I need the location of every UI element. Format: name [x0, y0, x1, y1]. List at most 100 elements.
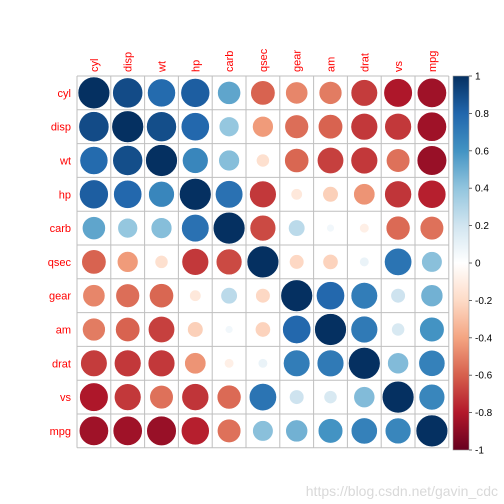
- colorbar-tick-label: -1: [475, 446, 484, 457]
- column-label-gear: gear: [292, 50, 304, 72]
- watermark: https://blog.csdn.net/gavin_cdc: [306, 483, 498, 499]
- corr-circle-hp-mpg: [417, 179, 447, 209]
- corr-circle-carb-gear: [288, 219, 306, 237]
- corr-circle-carb-cyl: [82, 216, 106, 240]
- corr-circle-gear-qsec: [255, 288, 271, 304]
- corr-circle-carb-hp: [181, 214, 210, 243]
- colorbar-tick-label: -0.4: [475, 333, 493, 344]
- row-label-hp: hp: [59, 189, 71, 201]
- corr-circle-drat-gear: [283, 349, 311, 377]
- corr-circle-wt-cyl: [79, 146, 109, 175]
- corr-circle-carb-vs: [385, 215, 411, 241]
- corr-circle-vs-vs: [381, 380, 415, 414]
- corr-circle-am-disp: [115, 316, 141, 343]
- corr-circle-carb-qsec: [249, 214, 277, 242]
- corr-circle-disp-disp: [111, 110, 144, 143]
- corr-circle-qsec-drat: [359, 256, 370, 267]
- corr-circle-disp-mpg: [416, 111, 447, 142]
- corr-circle-carb-drat: [359, 223, 370, 234]
- grid: [76, 75, 450, 449]
- corr-circle-wt-am: [316, 146, 345, 175]
- colorbar-tick-label: -0.6: [475, 371, 493, 382]
- colorbar-tick-label: -0.8: [475, 408, 493, 419]
- corr-circle-mpg-qsec: [252, 420, 274, 442]
- colorbar-gradient: [452, 75, 470, 451]
- corr-circle-hp-drat: [353, 183, 376, 206]
- corr-circle-hp-vs: [384, 180, 412, 209]
- corr-circle-qsec-gear: [289, 254, 305, 270]
- corr-circle-qsec-cyl: [81, 249, 107, 275]
- corr-circle-wt-mpg: [416, 145, 448, 176]
- correlation-circles: [77, 76, 449, 448]
- column-labels: cyl disp wt hp carb qsec gear am drat vs mpg: [89, 48, 439, 73]
- corr-circle-carb-carb: [212, 211, 246, 245]
- row-label-mpg: mpg: [50, 426, 71, 438]
- corr-circle-carb-wt: [150, 217, 173, 239]
- corr-circle-wt-carb: [218, 149, 240, 172]
- corr-circle-mpg-disp: [112, 415, 143, 446]
- corr-circle-gear-gear: [280, 279, 313, 312]
- corr-circle-wt-qsec: [256, 153, 270, 168]
- corr-circle-am-gear: [282, 315, 312, 344]
- corr-circle-hp-cyl: [79, 179, 109, 210]
- column-label-vs: vs: [393, 61, 405, 73]
- corr-circle-cyl-gear: [285, 81, 309, 105]
- corr-circle-wt-wt: [145, 144, 178, 177]
- corr-circle-qsec-disp: [116, 251, 139, 273]
- corr-circle-gear-am: [316, 281, 345, 311]
- corr-circle-gear-disp: [115, 283, 140, 308]
- corr-circle-wt-disp: [112, 145, 143, 176]
- corr-circle-disp-qsec: [252, 115, 274, 138]
- colorbar-tick-label: 0.2: [475, 221, 489, 232]
- colorbar: 1 0.8 0.6 0.4 0.2 0 -0.2 -0.4 -0.6 -0.8 -1: [452, 72, 493, 457]
- corr-circle-am-qsec: [254, 321, 271, 338]
- corr-circle-qsec-qsec: [246, 245, 280, 279]
- corr-circle-hp-hp: [179, 178, 212, 211]
- corr-circle-wt-drat: [350, 146, 378, 175]
- corr-circle-gear-hp: [189, 289, 202, 302]
- corr-circle-am-wt: [147, 315, 176, 344]
- corr-circle-drat-vs: [387, 352, 409, 375]
- corr-circle-am-cyl: [82, 317, 106, 342]
- corr-circle-am-vs: [391, 322, 405, 337]
- corr-circle-cyl-disp: [112, 77, 144, 109]
- corr-circle-drat-wt: [147, 349, 176, 377]
- column-label-am: am: [326, 57, 338, 72]
- corr-circle-cyl-wt: [147, 78, 176, 108]
- corr-circle-am-mpg: [419, 316, 445, 343]
- corr-circle-disp-carb: [218, 116, 240, 137]
- corr-circle-am-carb: [224, 325, 234, 334]
- corr-circle-mpg-mpg: [415, 414, 449, 448]
- corr-circle-disp-wt: [146, 111, 177, 142]
- corr-circle-vs-qsec: [248, 383, 277, 412]
- corr-circle-drat-cyl: [80, 349, 108, 377]
- corr-circle-disp-gear: [284, 114, 309, 139]
- corr-circle-mpg-wt: [146, 415, 177, 447]
- row-label-qsec: qsec: [48, 257, 72, 269]
- corr-circle-qsec-carb: [215, 248, 243, 276]
- corr-circle-wt-vs: [386, 148, 411, 173]
- corr-circle-mpg-gear: [285, 419, 309, 443]
- corr-circle-qsec-mpg: [421, 251, 443, 273]
- corr-circle-mpg-hp: [180, 416, 210, 446]
- row-labels: cyl disp wt hp carb qsec gear am drat vs mpg: [48, 88, 72, 438]
- corr-circle-qsec-hp: [181, 248, 210, 276]
- row-label-disp: disp: [51, 122, 71, 134]
- corr-circle-cyl-mpg: [416, 77, 447, 108]
- corr-circle-am-drat: [350, 315, 378, 344]
- corr-circle-qsec-vs: [384, 247, 413, 276]
- corr-circle-vs-carb: [216, 384, 242, 410]
- corr-circle-hp-qsec: [249, 180, 277, 209]
- corr-circle-drat-am: [316, 349, 345, 377]
- column-label-qsec: qsec: [258, 48, 270, 72]
- colorbar-tick-label: 0.4: [475, 184, 489, 195]
- corr-circle-am-am: [314, 313, 347, 346]
- row-label-am: am: [56, 325, 71, 337]
- corr-circle-vs-mpg: [418, 383, 446, 411]
- corr-circle-carb-mpg: [419, 216, 444, 241]
- column-label-carb: carb: [224, 51, 236, 72]
- corr-circle-gear-wt: [149, 283, 174, 309]
- corr-circle-cyl-drat: [350, 79, 378, 107]
- column-label-mpg: mpg: [427, 51, 439, 72]
